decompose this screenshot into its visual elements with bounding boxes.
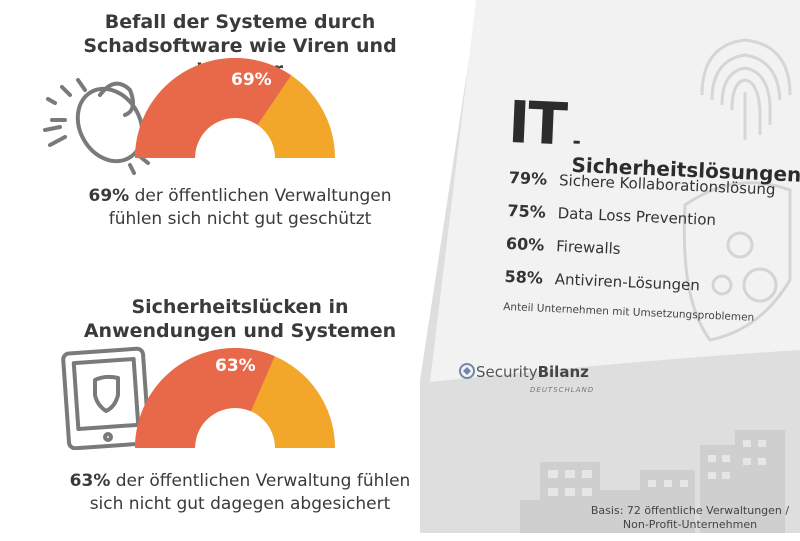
tablet-shield-icon [61, 346, 151, 450]
section1-caption-line2: fühlen sich nicht gut geschützt [108, 209, 372, 229]
section2-title-line2: Anwendungen und Systemen [83, 320, 397, 342]
section1-caption: 69% der öffentlichen Verwaltungen fühlen… [40, 185, 440, 231]
section2-caption-rest: der öffentlichen Verwaltung fühlen [110, 471, 411, 491]
solution-label: Firewalls [555, 237, 621, 258]
gauge-2-label: 63% [215, 356, 256, 376]
solution-pct: 58% [504, 266, 544, 288]
solution-label: Data Loss Prevention [557, 204, 717, 230]
fingerprint-icon [700, 38, 792, 140]
section1-caption-rest: der öffentlichen Verwaltungen [129, 186, 392, 206]
gauge-1-label: 69% [231, 70, 272, 90]
section2-caption: 63% der öffentlichen Verwaltung fühlen s… [30, 470, 450, 516]
section1-title-line1: Befall der Systeme durch [104, 11, 376, 33]
gauge-2-fill [135, 348, 275, 448]
shield-gears-icon [682, 181, 792, 342]
solution-pct: 79% [508, 168, 548, 189]
section2-caption-line2: sich nicht gut dagegen abgesichert [89, 494, 391, 514]
brand-logo-icon [459, 363, 475, 379]
solution-row: 60% Firewalls [506, 234, 621, 258]
section1-caption-line1: 69% der öffentlichen Verwaltungen [40, 185, 440, 208]
gauge-1-fill [135, 57, 292, 158]
brand-subtitle: DEUTSCHLAND [530, 386, 595, 394]
panel-card [430, 0, 800, 382]
section2-title: Sicherheitslücken in Anwendungen und Sys… [40, 295, 440, 343]
solution-pct: 60% [505, 233, 545, 255]
basis-line1: Basis: 72 öffentliche Verwaltungen / [590, 504, 790, 517]
solution-pct: 75% [507, 200, 547, 222]
basis-footnote: Basis: 72 öffentliche Verwaltungen / Non… [585, 504, 795, 532]
gauge-2 [135, 348, 335, 448]
section2-title-line1: Sicherheitslücken in [131, 296, 349, 318]
gauge-1 [135, 57, 335, 158]
panel-title-big: IT [506, 87, 567, 159]
panel-note: Anteil Unternehmen mit Umsetzungsproblem… [502, 300, 755, 324]
brand-part2: Bilanz [537, 363, 589, 381]
solution-row: 75% Data Loss Prevention [507, 201, 716, 229]
solution-label: Antiviren-Lösungen [554, 270, 701, 295]
section2-caption-line1: 63% der öffentlichen Verwaltung fühlen [30, 470, 450, 493]
basis-line2: Non-Profit-Unternehmen [622, 518, 758, 531]
brand-part1: Security [476, 363, 538, 381]
solution-row: 58% Antiviren-Lösungen [504, 267, 700, 295]
section2-caption-bold: 63% [69, 471, 111, 491]
section1-caption-bold: 69% [88, 186, 130, 206]
brand-name: SecurityBilanz [476, 363, 589, 381]
